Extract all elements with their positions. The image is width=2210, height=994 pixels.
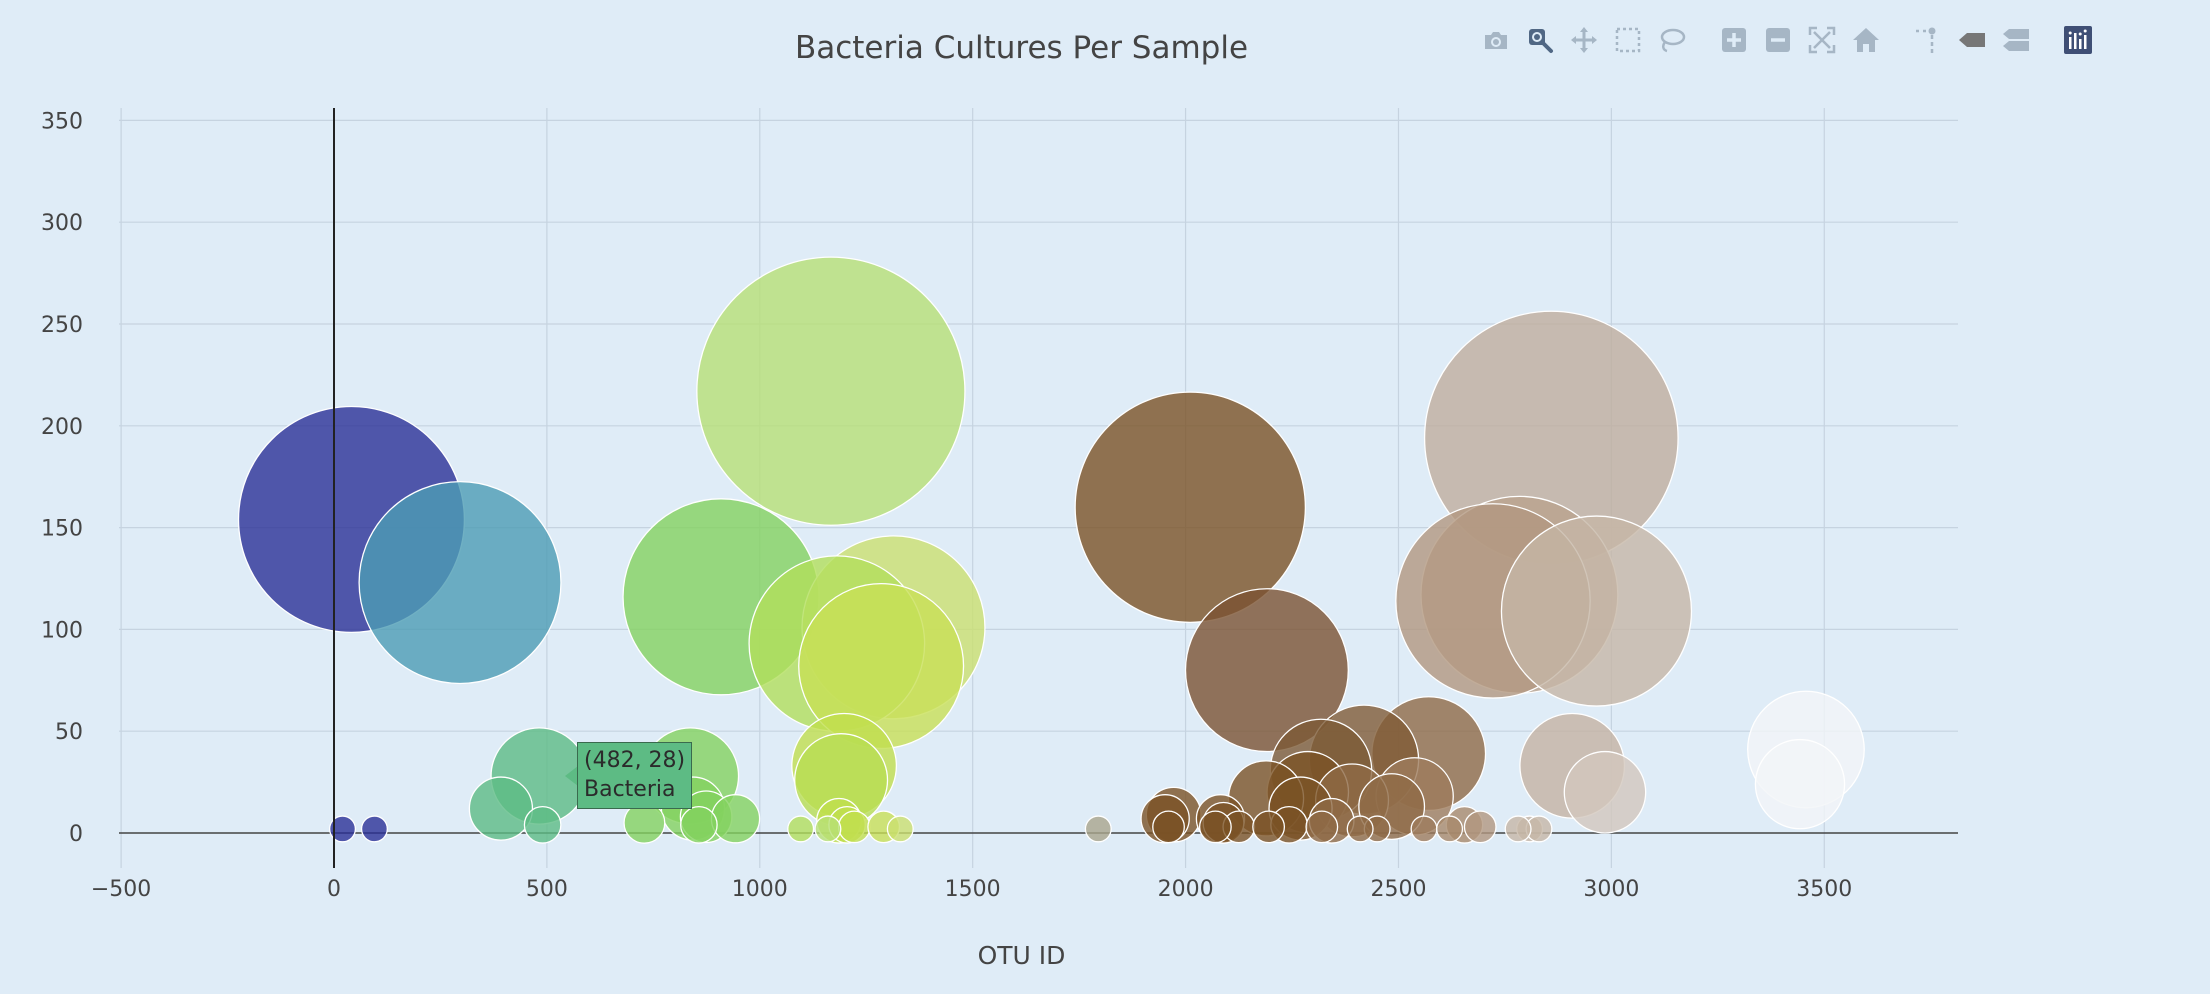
plot-toolbar (1480, 20, 2106, 60)
x-axis-title: OTU ID (977, 941, 1066, 970)
home-icon (1853, 28, 1879, 52)
bubble-series[interactable] (237, 256, 1865, 844)
zoom-in-icon (1722, 28, 1746, 52)
bubble-point[interactable] (523, 806, 562, 844)
hover-compare-button[interactable] (2000, 24, 2032, 56)
camera-icon (1485, 32, 1507, 49)
bubble-point[interactable] (1074, 391, 1307, 623)
chart-title: Bacteria Cultures Per Sample (794, 30, 1249, 66)
autoscale-button[interactable] (1806, 24, 1838, 56)
bubble-point[interactable] (837, 810, 871, 844)
y-tick-label: 150 (41, 517, 83, 542)
bubble-point[interactable] (1563, 750, 1647, 834)
bubble-point[interactable] (1252, 810, 1286, 844)
bubble-point[interactable] (814, 815, 842, 843)
bubble-point[interactable] (696, 256, 966, 526)
bubble-point[interactable] (468, 776, 534, 841)
zoom-in-button[interactable] (1718, 24, 1750, 56)
y-tick-label: 50 (55, 720, 83, 745)
zoom-icon (1529, 29, 1553, 53)
pan-button[interactable] (1568, 24, 1600, 56)
bubble-point[interactable] (358, 480, 562, 685)
bubble-point[interactable] (886, 815, 914, 843)
camera-button[interactable] (1480, 24, 1512, 56)
hover-tooltip: (482, 28) Bacteria (577, 742, 693, 809)
bubble-point[interactable] (328, 815, 357, 843)
y-axis-ticks: 0 50 100 150 200 250 300 350 (41, 109, 83, 847)
y-tick-label: 250 (41, 313, 83, 338)
zoom-out-button[interactable] (1762, 24, 1794, 56)
hover-closest-button[interactable] (1956, 24, 1988, 56)
y-tick-label: 350 (41, 109, 83, 134)
y-tick-label: 0 (69, 822, 83, 847)
autoscale-icon (1808, 26, 1836, 54)
bubble-point[interactable] (710, 794, 761, 844)
x-tick-label: 1500 (945, 877, 1001, 902)
lasso-select-icon (1660, 28, 1686, 53)
spike-lines-button[interactable] (1912, 24, 1944, 56)
hover-tooltip-arrow (565, 766, 578, 786)
x-axis-ticks: −500 0 500 1000 1500 2000 2500 3000 3500 (91, 877, 1852, 902)
bubble-point[interactable] (1500, 515, 1693, 707)
x-tick-label: 3500 (1796, 877, 1852, 902)
lasso-select-button[interactable] (1656, 24, 1688, 56)
bubble-point[interactable] (360, 815, 388, 843)
bubble-point[interactable] (1198, 810, 1232, 844)
bubble-point[interactable] (1410, 815, 1438, 843)
x-tick-label: 3000 (1583, 877, 1639, 902)
bubble-point[interactable] (1346, 815, 1374, 843)
y-tick-label: 100 (41, 618, 83, 643)
bubble-point[interactable] (1436, 815, 1464, 843)
bubble-point[interactable] (1184, 588, 1349, 753)
bubble-point[interactable] (1152, 810, 1185, 844)
hover-compare-icon (2003, 29, 2029, 51)
zoom-button[interactable] (1524, 24, 1556, 56)
spike-lines-icon (1916, 27, 1936, 53)
pan-icon (1571, 27, 1597, 53)
bubble-point[interactable] (680, 806, 718, 844)
bubble-point[interactable] (1084, 815, 1112, 843)
hover-tooltip-label: Bacteria (584, 777, 676, 802)
hover-tooltip-coords: (482, 28) (584, 748, 686, 773)
x-tick-label: 500 (526, 877, 568, 902)
x-tick-label: 0 (327, 877, 341, 902)
bubble-point[interactable] (1463, 810, 1497, 844)
bubble-point[interactable] (1754, 738, 1846, 830)
plotly-logo-icon (2064, 26, 2092, 54)
bubble-point[interactable] (787, 815, 815, 843)
x-tick-label: 2500 (1370, 877, 1426, 902)
box-select-button[interactable] (1612, 24, 1644, 56)
reset-axes-button[interactable] (1850, 24, 1882, 56)
x-tick-label: 1000 (732, 877, 788, 902)
y-tick-label: 300 (41, 211, 83, 236)
y-tick-label: 200 (41, 415, 83, 440)
bubble-point[interactable] (1504, 815, 1532, 843)
x-tick-label: −500 (91, 877, 151, 902)
plotly-logo-button[interactable] (2062, 24, 2094, 56)
bubble-point[interactable] (1305, 810, 1339, 844)
x-tick-label: 2000 (1158, 877, 1214, 902)
hover-closest-icon (1959, 33, 1985, 47)
box-select-icon (1615, 27, 1641, 53)
zoom-out-icon (1766, 28, 1790, 52)
